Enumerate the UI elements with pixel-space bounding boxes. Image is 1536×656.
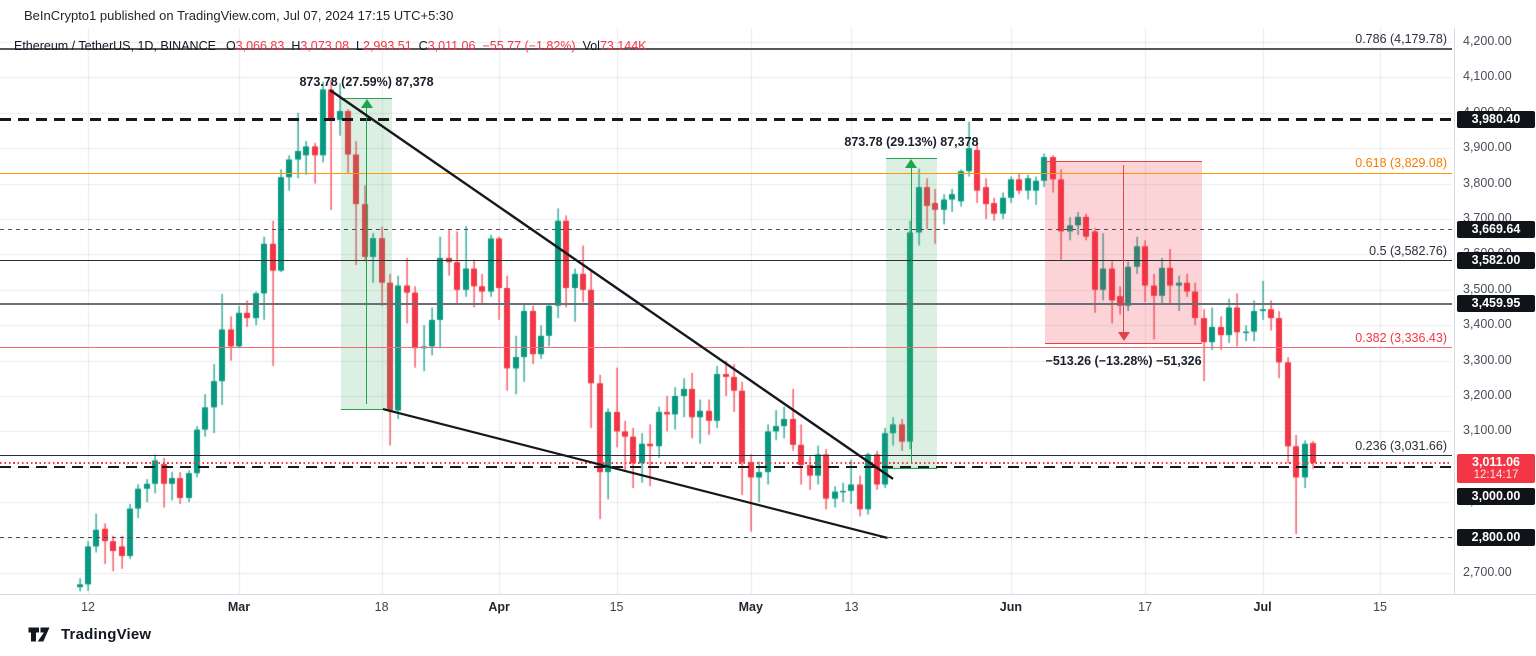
time-tick-18: 18 [374, 600, 389, 614]
time-tick-17: 17 [1138, 600, 1153, 614]
price-axis[interactable]: 2,700.002,800.002,900.003,000.003,100.00… [1454, 28, 1536, 594]
price-line-res-3980[interactable] [0, 118, 1452, 122]
price-line-fib-0382[interactable] [0, 346, 1452, 349]
price-tick-2700: 2,700.00 [1463, 565, 1512, 579]
high-label: H [291, 39, 301, 53]
measure-up-2-label: 873.78 (29.13%) 87,378 [844, 134, 979, 149]
price-axis-badge-lvl-2800: 2,800.00 [1457, 528, 1535, 546]
measure-down-1-arrow-line [1122, 164, 1125, 339]
price-axis-badge-fib-05: 3,582.00 [1457, 251, 1535, 269]
fib-level-label-fib-0382: 0.382 (3,336.43) [1355, 330, 1447, 345]
price-tick-3500: 3,500.00 [1463, 281, 1512, 296]
candlestick-chart-surface[interactable] [0, 28, 1452, 594]
time-tick-Mar: Mar [227, 600, 251, 614]
fib-level-label-fib-0786: 0.786 (4,179.78) [1355, 32, 1447, 47]
close-value: 3,011.06 [427, 39, 476, 53]
price-axis-badge-lvl-3000: 3,000.00 [1457, 487, 1535, 505]
time-axis[interactable]: 12 Mar 18 Apr 15 May 13 Jun 17 Jul 15 [0, 594, 1536, 619]
tv-logo-icon [28, 627, 50, 642]
price-line-fib-0236[interactable] [0, 454, 1452, 457]
fib-level-label-fib-05: 0.5 (3,582.76) [1369, 243, 1447, 258]
wedge-upper[interactable] [329, 89, 894, 480]
change-value: −55.77 (−1.82%) [482, 39, 576, 53]
price-tick-3100: 3,100.00 [1463, 423, 1512, 438]
open-value: 3,066.83 [235, 39, 285, 53]
wedge-lower[interactable] [382, 408, 888, 540]
price-axis-badge-sup-3459: 3,459.95 [1457, 294, 1535, 312]
time-tick-15: 15 [609, 600, 624, 614]
measure-up-1-arrow-head [360, 99, 373, 109]
price-line-fib-0786[interactable] [0, 48, 1452, 51]
price-line-lvl-3000[interactable] [0, 465, 1452, 469]
chart-legend: Ethereum / TetherUS, 1D, BINANCE O3,066.8… [14, 39, 654, 53]
close-label: C [418, 39, 428, 53]
price-tick-3400: 3,400.00 [1463, 317, 1512, 332]
time-tick-15: 15 [1373, 600, 1387, 614]
fib-level-label-fib-0618: 0.618 (3,829.08) [1355, 156, 1447, 171]
tradingview-logo[interactable]: TradingView [28, 626, 151, 643]
symbol-title[interactable]: Ethereum / TetherUS, 1D, BINANCE [14, 39, 216, 53]
low-label: L [356, 39, 363, 53]
price-tick-3300: 3,300.00 [1463, 352, 1512, 367]
time-tick-13: 13 [844, 600, 859, 614]
measure-up-1-arrow-line [365, 102, 368, 404]
measure-up-1-label: 873.78 (27.59%) 87,378 [299, 75, 434, 90]
open-label: O [225, 39, 236, 53]
low-value: 2,993.51 [363, 39, 412, 53]
price-tick-3200: 3,200.00 [1463, 388, 1512, 402]
price-line-fib-0618[interactable] [0, 172, 1452, 175]
price-axis-badge-lvl-3669: 3,669.64 [1457, 220, 1535, 238]
price-tick-4100: 4,100.00 [1463, 69, 1512, 84]
price-axis-badge-current-price: 3,011.06 12:14:17 [1457, 453, 1535, 483]
measure-down-1-label: −513.26 (−13.28%) −51,326 [1045, 354, 1202, 369]
volume-value: 73.144K [599, 39, 647, 53]
volume-label: Vol [582, 39, 600, 53]
measure-up-2-arrow-line [910, 161, 913, 463]
measure-up-2-arrow-head [905, 158, 918, 168]
price-line-current-price[interactable] [0, 462, 1452, 464]
bar-countdown: 12:14:17 [1473, 469, 1519, 482]
trendlines-layer [329, 89, 894, 540]
high-value: 3,073.08 [300, 39, 350, 53]
time-tick-Jun: Jun [999, 600, 1022, 614]
measure-down-1-arrow-head [1117, 332, 1130, 342]
price-tick-3800: 3,800.00 [1463, 175, 1512, 190]
time-tick-Jul: Jul [1253, 600, 1272, 614]
price-line-lvl-3669[interactable] [0, 229, 1452, 231]
time-tick-12: 12 [81, 600, 95, 614]
price-line-lvl-2800[interactable] [0, 537, 1452, 539]
attribution-text: BeInCrypto1 published on TradingView.com… [24, 8, 454, 23]
tradingview-wordmark: TradingView [61, 626, 152, 643]
price-line-fib-05[interactable] [0, 259, 1452, 262]
time-tick-May: May [738, 600, 763, 614]
price-axis-badge-res-3980: 3,980.40 [1457, 110, 1535, 128]
price-line-sup-3459[interactable] [0, 302, 1452, 305]
price-tick-4200: 4,200.00 [1463, 34, 1512, 48]
time-tick-Apr: Apr [488, 600, 510, 614]
price-tick-3900: 3,900.00 [1463, 140, 1512, 155]
fib-level-label-fib-0236: 0.236 (3,031.66) [1355, 438, 1447, 453]
